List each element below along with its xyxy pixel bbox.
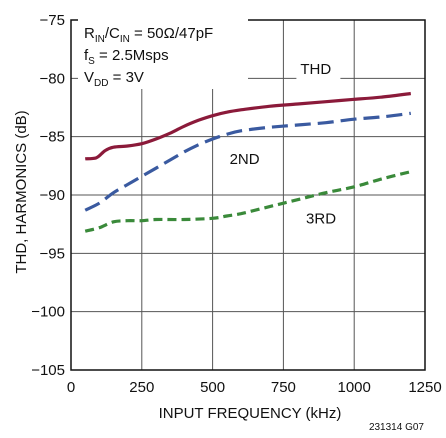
series-label-2nd: 2ND xyxy=(230,151,260,168)
y-tick-label: −90 xyxy=(40,187,65,204)
thd-label-box xyxy=(296,59,341,79)
x-axis-title: INPUT FREQUENCY (kHz) xyxy=(159,405,342,422)
series-line-2nd xyxy=(84,111,412,212)
series-label-thd: THD xyxy=(300,61,331,78)
x-tick-label: 250 xyxy=(129,379,154,396)
y-tick-label: −85 xyxy=(40,129,65,146)
series-line-3rd xyxy=(84,170,412,233)
conditions-text: RIN/CIN = 50Ω/47pF fS = 2.5Msps VDD = 3V xyxy=(84,25,213,89)
condition-rin-cin: RIN/CIN = 50Ω/47pF xyxy=(84,25,213,45)
series-layer xyxy=(84,91,412,233)
x-tick-label: 1250 xyxy=(408,379,441,396)
condition-vdd: VDD = 3V xyxy=(84,69,144,89)
y-tick-label: −100 xyxy=(31,304,65,321)
y-tick-label: −80 xyxy=(40,70,65,87)
series-line-thd xyxy=(85,91,412,161)
figure-code: 231314 G07 xyxy=(369,422,424,433)
x-tick-label: 1000 xyxy=(338,379,371,396)
x-tick-label: 0 xyxy=(67,379,75,396)
y-tick-label: −105 xyxy=(31,362,65,379)
x-tick-label: 750 xyxy=(271,379,296,396)
conditions-box xyxy=(78,19,248,89)
condition-fs: fS = 2.5Msps xyxy=(84,47,169,67)
series-label-3rd: 3RD xyxy=(306,210,336,227)
x-tick-label: 500 xyxy=(200,379,225,396)
y-tick-label: −75 xyxy=(40,12,65,29)
y-tick-label: −95 xyxy=(40,245,65,262)
y-axis-title: THD, HARMONICS (dB) xyxy=(13,110,30,273)
tick-labels: 0 250 500 750 1000 1250 −105 −100 −95 −90 −85 −80 −7… xyxy=(31,12,441,396)
